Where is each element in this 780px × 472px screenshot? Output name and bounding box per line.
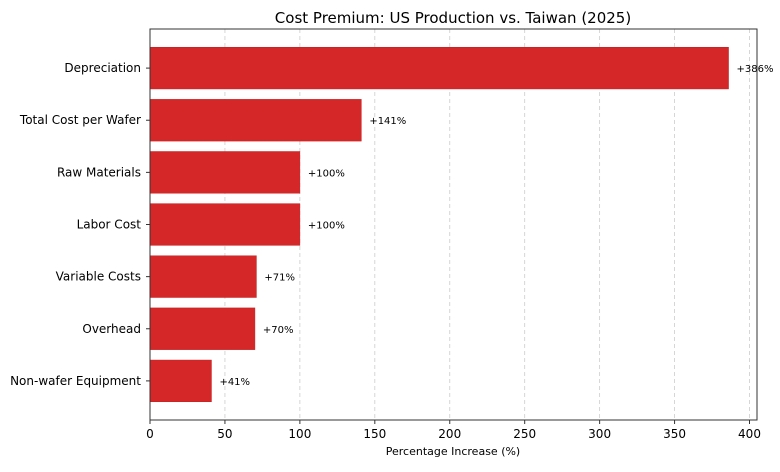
bar xyxy=(149,46,729,90)
data-label: +100% xyxy=(308,221,345,232)
x-tick-label: 400 xyxy=(738,427,761,441)
x-tick-label: 200 xyxy=(438,427,461,441)
bar xyxy=(149,99,362,142)
plot-frame xyxy=(149,28,758,421)
data-label: +141% xyxy=(369,116,406,127)
x-tick-label: 100 xyxy=(288,427,311,441)
x-tick-label: 250 xyxy=(513,427,536,441)
data-label: +41% xyxy=(219,377,250,388)
data-label: +70% xyxy=(263,325,294,336)
x-tick-label: 50 xyxy=(217,427,232,441)
y-tick-label: Raw Materials xyxy=(57,165,141,179)
x-tick-label: 0 xyxy=(146,427,154,441)
bar xyxy=(149,307,256,350)
x-tick-label: 150 xyxy=(363,427,386,441)
x-tick-label: 350 xyxy=(663,427,686,441)
bar xyxy=(149,359,212,403)
bar xyxy=(149,151,301,194)
y-tick-label: Non-wafer Equipment xyxy=(10,374,141,388)
bar xyxy=(149,203,301,246)
data-label: +71% xyxy=(264,273,295,284)
y-tick-label: Labor Cost xyxy=(77,218,142,232)
y-tick-label: Depreciation xyxy=(64,61,141,75)
bar xyxy=(149,255,257,298)
y-tick-label: Overhead xyxy=(82,322,141,336)
x-axis-label: Percentage Increase (%) xyxy=(386,445,520,458)
data-label: +386% xyxy=(737,64,774,75)
chart-title: Cost Premium: US Production vs. Taiwan (… xyxy=(275,9,631,27)
data-label: +100% xyxy=(308,168,345,179)
y-tick-label: Total Cost per Wafer xyxy=(19,113,141,127)
y-tick-label: Variable Costs xyxy=(56,270,141,284)
x-tick-label: 300 xyxy=(588,427,611,441)
